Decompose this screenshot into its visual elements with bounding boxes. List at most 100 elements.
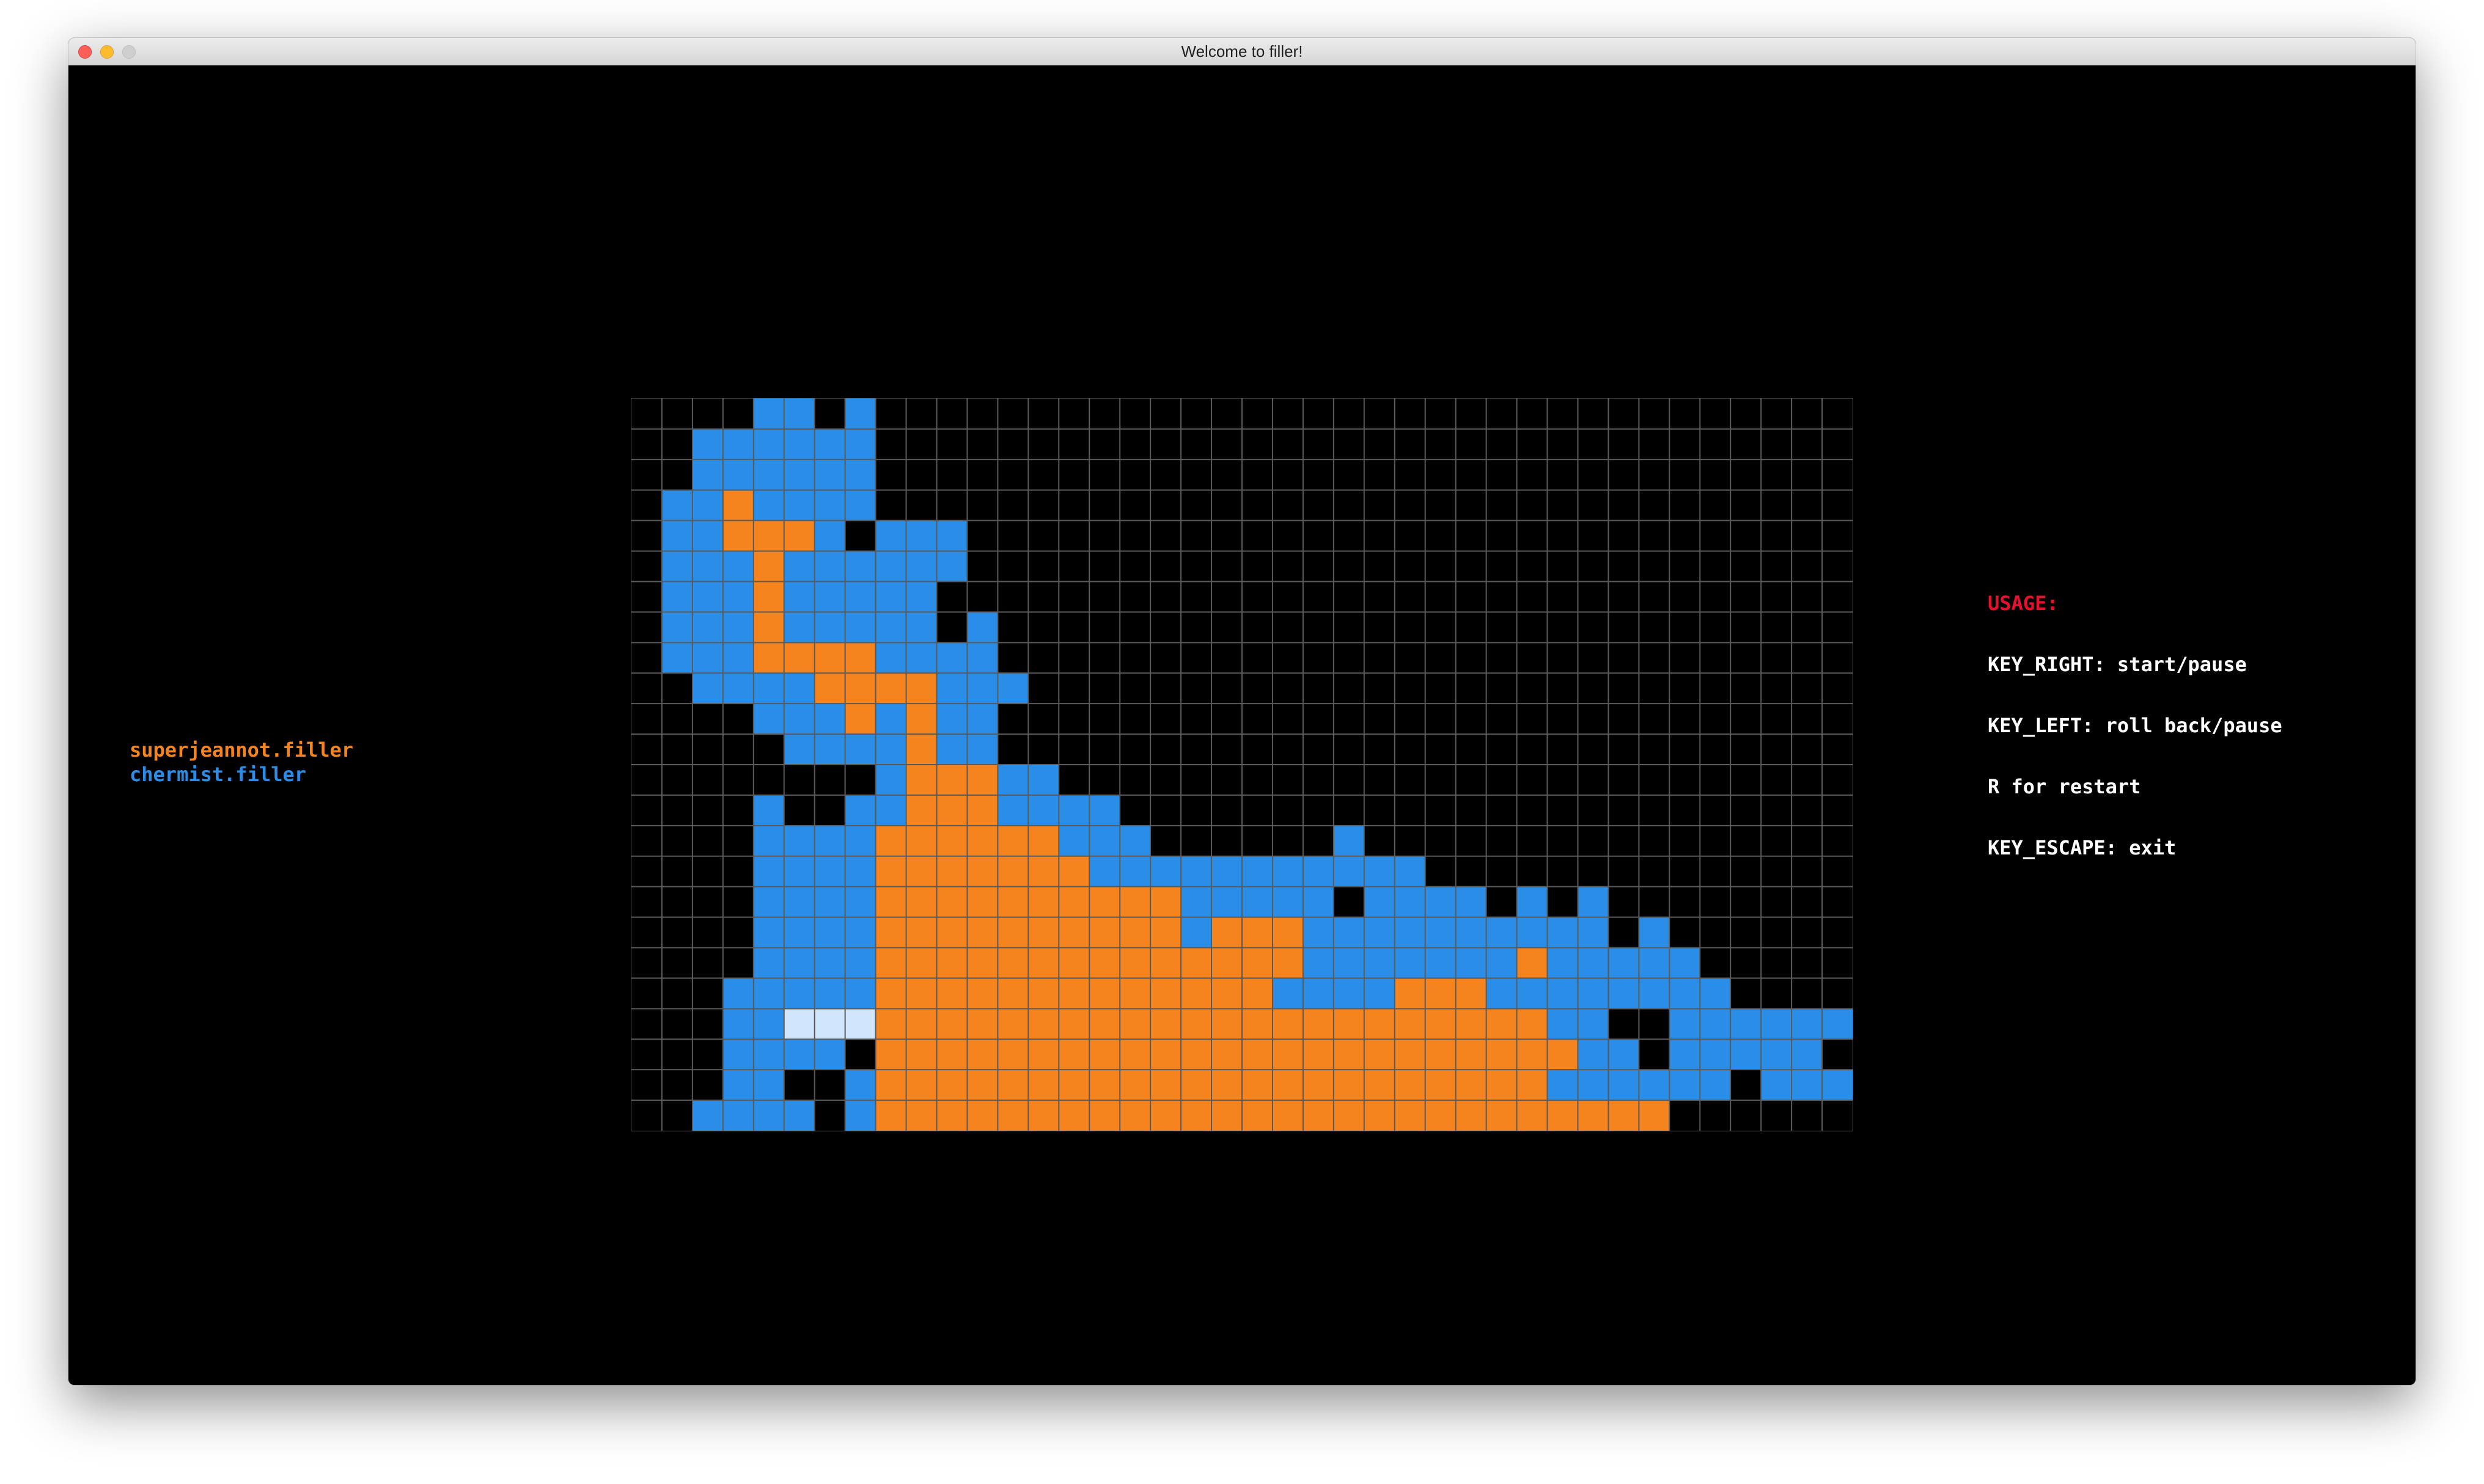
- superjeannot-cell: [845, 673, 876, 704]
- chermist-cell: [1303, 978, 1334, 1009]
- superjeannot-cell: [906, 1008, 937, 1040]
- chermist-cell: [906, 520, 937, 551]
- chermist-cell: [814, 856, 845, 887]
- superjeannot-cell: [1516, 1008, 1548, 1040]
- superjeannot-cell: [1333, 1100, 1364, 1131]
- chermist-cell: [1791, 1008, 1823, 1040]
- board-grid: [631, 399, 1853, 1131]
- superjeannot-cell: [1059, 978, 1090, 1009]
- superjeannot-cell: [784, 642, 815, 674]
- chermist-cell: [845, 734, 876, 765]
- chermist-cell: [753, 673, 784, 704]
- chermist-cell: [1578, 886, 1609, 917]
- superjeannot-cell: [906, 947, 937, 979]
- chermist-cell: [722, 551, 754, 582]
- chermist-cell: [1761, 1039, 1792, 1070]
- superjeannot-cell: [1028, 1008, 1059, 1040]
- superjeannot-cell: [722, 490, 754, 521]
- superjeannot-cell: [1303, 1070, 1334, 1101]
- superjeannot-cell: [753, 520, 784, 551]
- chermist-cell: [692, 490, 723, 521]
- superjeannot-cell: [936, 1100, 968, 1131]
- chermist-cell: [661, 490, 693, 521]
- chermist-cell: [753, 459, 784, 490]
- chermist-cell: [1608, 1039, 1639, 1070]
- chermist-cell: [753, 947, 784, 979]
- superjeannot-cell: [1028, 917, 1059, 948]
- superjeannot-cell: [936, 1008, 968, 1040]
- superjeannot-cell: [1089, 886, 1120, 917]
- game-board: [631, 398, 1853, 1131]
- chermist-cell: [845, 459, 876, 490]
- close-window-button[interactable]: [78, 45, 92, 59]
- chermist-cell: [1364, 886, 1395, 917]
- chermist-cell: [936, 520, 968, 551]
- superjeannot-cell: [1394, 1070, 1425, 1101]
- chermist-cell: [1364, 856, 1395, 887]
- superjeannot-cell: [1181, 1100, 1212, 1131]
- minimize-window-button[interactable]: [100, 45, 114, 59]
- superjeannot-cell: [1120, 886, 1151, 917]
- chermist-cell: [875, 612, 906, 643]
- superjeannot-cell: [1028, 856, 1059, 887]
- chermist-cell: [784, 947, 815, 979]
- chermist-cell: [722, 581, 754, 612]
- chermist-cell: [722, 459, 754, 490]
- chermist-cell: [784, 581, 815, 612]
- superjeannot-cell: [1181, 1008, 1212, 1040]
- superjeannot-cell: [1272, 1008, 1303, 1040]
- chermist-cell: [784, 399, 815, 429]
- superjeannot-cell: [1364, 1039, 1395, 1070]
- superjeannot-cell: [1486, 1008, 1517, 1040]
- superjeannot-cell: [875, 1070, 906, 1101]
- superjeannot-cell: [1333, 1070, 1364, 1101]
- superjeannot-cell: [1242, 1070, 1273, 1101]
- superjeannot-cell: [936, 1070, 968, 1101]
- chermist-cell: [814, 703, 845, 735]
- superjeannot-cell: [1242, 917, 1273, 948]
- superjeannot-cell: [1303, 1039, 1334, 1070]
- chermist-cell: [1608, 947, 1639, 979]
- chermist-cell: [1394, 886, 1425, 917]
- chermist-cell: [753, 1100, 784, 1131]
- chermist-cell: [906, 581, 937, 612]
- chermist-cell: [1639, 1070, 1670, 1101]
- superjeannot-cell: [875, 856, 906, 887]
- usage-key-right: KEY_RIGHT: start/pause: [1988, 653, 2247, 676]
- chermist-cell: [784, 673, 815, 704]
- title-bar[interactable]: Welcome to filler!: [68, 38, 2416, 65]
- chermist-cell: [1578, 1008, 1609, 1040]
- superjeannot-cell: [967, 795, 998, 826]
- superjeannot-cell: [1059, 1039, 1090, 1070]
- chermist-cell: [875, 551, 906, 582]
- superjeannot-cell: [1150, 917, 1181, 948]
- chermist-cell: [875, 795, 906, 826]
- chermist-cell: [1486, 917, 1517, 948]
- superjeannot-cell: [875, 917, 906, 948]
- last-piece-cell: [784, 1008, 815, 1040]
- superjeannot-cell: [1455, 1008, 1486, 1040]
- usage-panel: USAGE: KEY_RIGHT: start/pause KEY_LEFT: …: [1988, 591, 2282, 897]
- superjeannot-cell: [1394, 1008, 1425, 1040]
- chermist-cell: [722, 428, 754, 460]
- superjeannot-cell: [906, 825, 937, 856]
- superjeannot-cell: [753, 551, 784, 582]
- superjeannot-cell: [1333, 1008, 1364, 1040]
- chermist-cell: [753, 1039, 784, 1070]
- chermist-cell: [814, 581, 845, 612]
- chermist-cell: [936, 551, 968, 582]
- superjeannot-cell: [875, 1100, 906, 1131]
- superjeannot-cell: [936, 886, 968, 917]
- superjeannot-cell: [875, 886, 906, 917]
- maximize-window-button[interactable]: [122, 45, 136, 59]
- chermist-cell: [875, 642, 906, 674]
- superjeannot-cell: [967, 1008, 998, 1040]
- chermist-cell: [906, 551, 937, 582]
- chermist-cell: [1303, 886, 1334, 917]
- superjeannot-cell: [936, 917, 968, 948]
- chermist-cell: [814, 947, 845, 979]
- chermist-cell: [998, 673, 1029, 704]
- chermist-cell: [784, 856, 815, 887]
- chermist-cell: [1761, 1070, 1792, 1101]
- chermist-cell: [1089, 825, 1120, 856]
